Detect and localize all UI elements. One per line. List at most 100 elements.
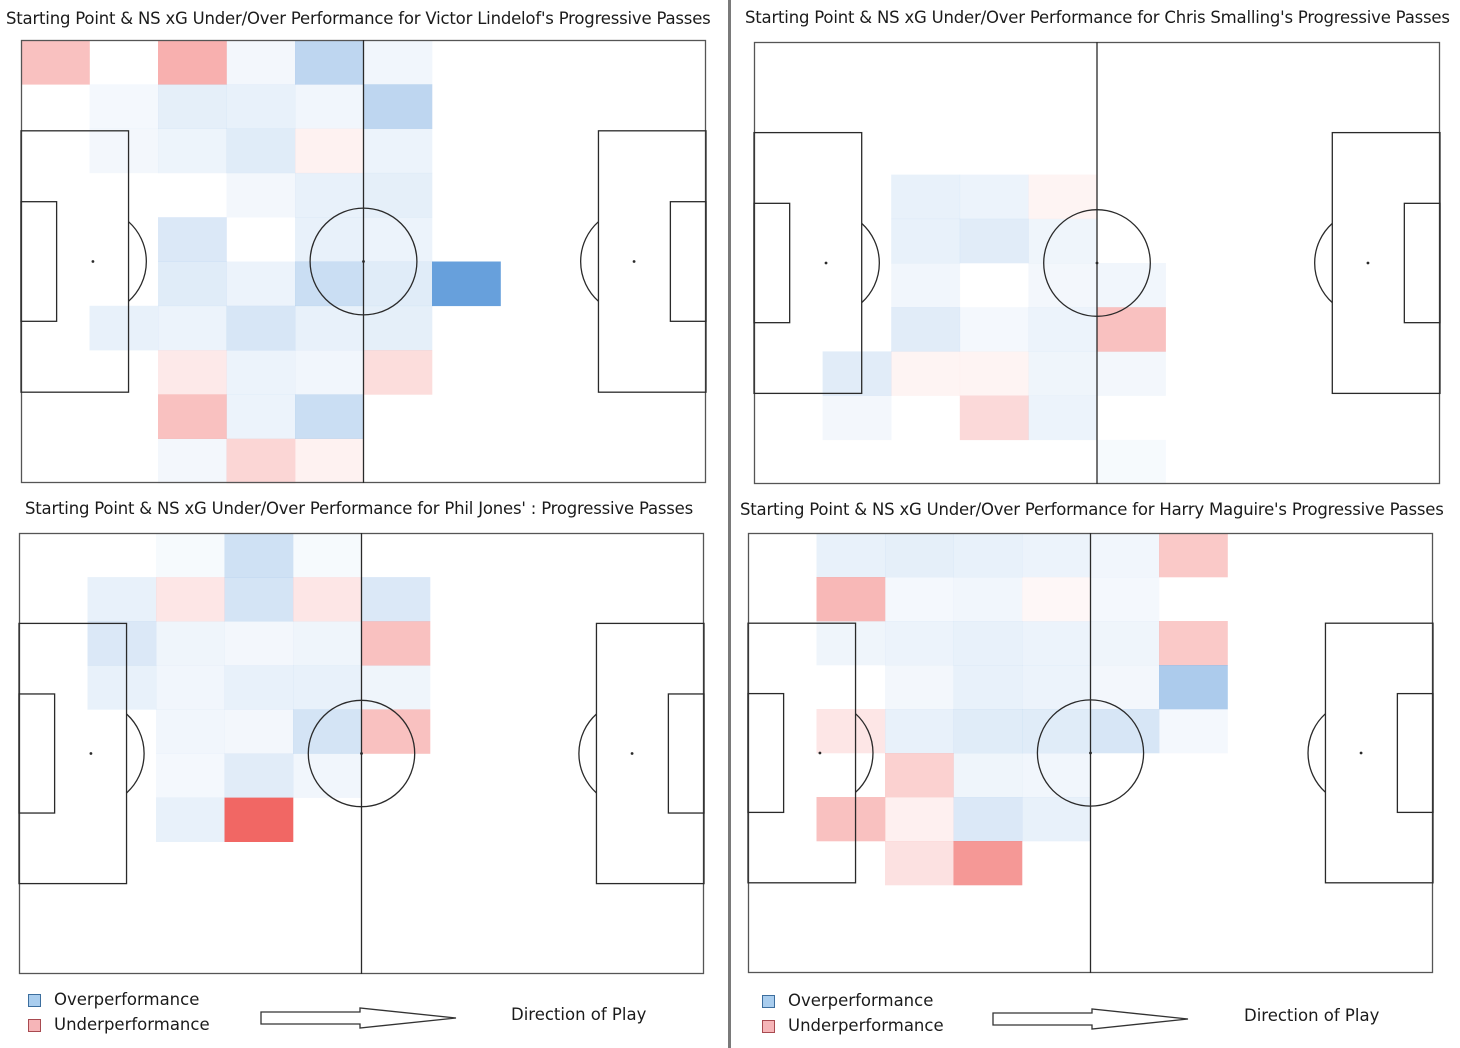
heatmap-cell-over	[885, 621, 954, 666]
heatmap-cell-over	[89, 305, 159, 351]
penalty-box-right	[595, 622, 705, 885]
heatmap-cell-over	[891, 263, 961, 308]
six-yard-box-left	[18, 693, 56, 814]
heatmap-cell-over	[226, 84, 296, 129]
heatmap-cell-over	[1090, 709, 1160, 754]
heatmap-cell-under	[295, 128, 364, 174]
heatmap-cell-over	[293, 753, 362, 798]
heatmap-cell-over	[1090, 665, 1160, 710]
heatmap-cell-over	[1090, 577, 1160, 622]
heatmap-cell-over	[158, 128, 227, 174]
heatmap-cell-under	[953, 841, 1023, 886]
heatmap-cell-over	[1090, 533, 1160, 578]
heatmap-cell-over	[224, 753, 294, 798]
heatmap-cell-under	[363, 350, 433, 395]
heatmap-cell-under	[816, 709, 886, 754]
heatmap-cell-over	[295, 305, 364, 351]
heatmap-cell-over	[1022, 621, 1091, 666]
heatmap-cell-over	[363, 40, 433, 85]
penalty-box-right	[1331, 131, 1441, 395]
heatmap-cell-over	[295, 84, 364, 129]
heatmap-cell-under	[959, 395, 1029, 441]
heatmap-cell-over	[1097, 351, 1166, 396]
centre-circle	[1043, 209, 1151, 317]
penalty-spot-left	[89, 752, 93, 755]
heatmap-cell-over	[361, 577, 431, 622]
heatmap-cell-under	[1028, 174, 1098, 220]
legend-swatch-over	[762, 995, 775, 1008]
pitch-heatmap-lindelof	[20, 39, 707, 484]
heatmap-cell-over	[959, 218, 1029, 264]
heatmap-cell-over	[953, 709, 1023, 754]
heatmap-cell-over	[1028, 218, 1098, 264]
legend-label-under: Underperformance	[788, 1016, 944, 1035]
centre-circle	[309, 207, 418, 316]
heatmap-cell-over	[158, 305, 227, 351]
heatmap-cell-under	[885, 797, 954, 842]
penalty-arc-left	[126, 713, 145, 794]
legend-label-under: Underperformance	[54, 1015, 210, 1034]
six-yard-box-left	[753, 202, 791, 324]
heatmap-cell-over	[293, 709, 362, 754]
heatmap-cell-over	[959, 307, 1029, 352]
heatmap-cell-over	[158, 84, 227, 129]
legend-label-over: Overperformance	[788, 991, 934, 1010]
heatmap-cell-over	[226, 128, 296, 174]
centre-circle	[307, 699, 416, 808]
heatmap-cell-over	[158, 217, 227, 262]
heatmap-cell-under	[224, 797, 294, 842]
heatmap-cell-over	[293, 533, 362, 578]
heatmap-cell-over	[1028, 395, 1098, 441]
six-yard-box-left	[747, 692, 785, 814]
penalty-spot-left	[91, 260, 95, 263]
panel-divider	[728, 0, 731, 1048]
heatmap-cell-under	[21, 40, 90, 85]
heatmap-cell-under	[1159, 621, 1228, 666]
heatmap-cell-over	[156, 621, 225, 666]
heatmap-cell-over	[363, 305, 433, 351]
heatmap-cell-over	[226, 394, 296, 439]
heatmap-cell-over	[156, 709, 225, 754]
heatmap-cell-over	[953, 577, 1023, 622]
six-yard-box-right	[1396, 692, 1434, 814]
heatmap-cell-over	[224, 665, 294, 710]
heatmap-cell-over	[363, 261, 433, 307]
heatmap-cell-over	[885, 533, 954, 578]
penalty-arc-right	[1307, 713, 1326, 793]
heatmap-cell-under	[885, 841, 954, 886]
heatmap-cell-over	[156, 665, 225, 710]
heatmap-cell-over	[1022, 797, 1091, 842]
heatmap-cell-over	[224, 621, 294, 666]
six-yard-box-right	[1403, 202, 1441, 324]
penalty-arc-right	[1314, 222, 1333, 304]
heatmap-cell-under	[295, 438, 364, 484]
heatmap-cell-over	[891, 307, 961, 352]
heatmap-cell-over	[156, 753, 225, 798]
panel-title-lindelof: Starting Point & NS xG Under/Over Perfor…	[6, 9, 711, 28]
penalty-arc-right	[580, 221, 599, 302]
heatmap-cell-over	[1022, 709, 1091, 754]
heatmap-cell-under	[1159, 533, 1228, 578]
six-yard-box-left	[20, 201, 58, 322]
heatmap-cell-over	[226, 350, 296, 395]
heatmap-cell-over	[1028, 263, 1098, 308]
pitch-heatmap-maguire	[747, 532, 1434, 974]
legend-swatch-under	[28, 1019, 41, 1032]
direction-arrow-right	[992, 1008, 1189, 1030]
panel-title-smalling: Starting Point & NS xG Under/Over Perfor…	[745, 8, 1450, 27]
heatmap-cell-over	[1022, 533, 1091, 578]
heatmap-cell-over	[293, 621, 362, 666]
heatmap-cell-over	[1022, 753, 1091, 798]
penalty-spot-right	[1366, 261, 1370, 265]
centre-spot	[1095, 261, 1099, 265]
heatmap-cell-over	[89, 128, 159, 174]
heatmap-cell-over	[87, 577, 157, 622]
heatmap-cell-over	[293, 665, 362, 710]
heatmap-cell-over	[224, 533, 294, 578]
heatmap-cell-over	[1159, 665, 1228, 710]
penalty-spot-right	[630, 752, 634, 755]
heatmap-cell-over	[363, 84, 433, 129]
direction-label-right: Direction of Play	[1244, 1006, 1380, 1025]
heatmap-cell-over	[885, 577, 954, 622]
heatmap-cell-over	[816, 533, 886, 578]
